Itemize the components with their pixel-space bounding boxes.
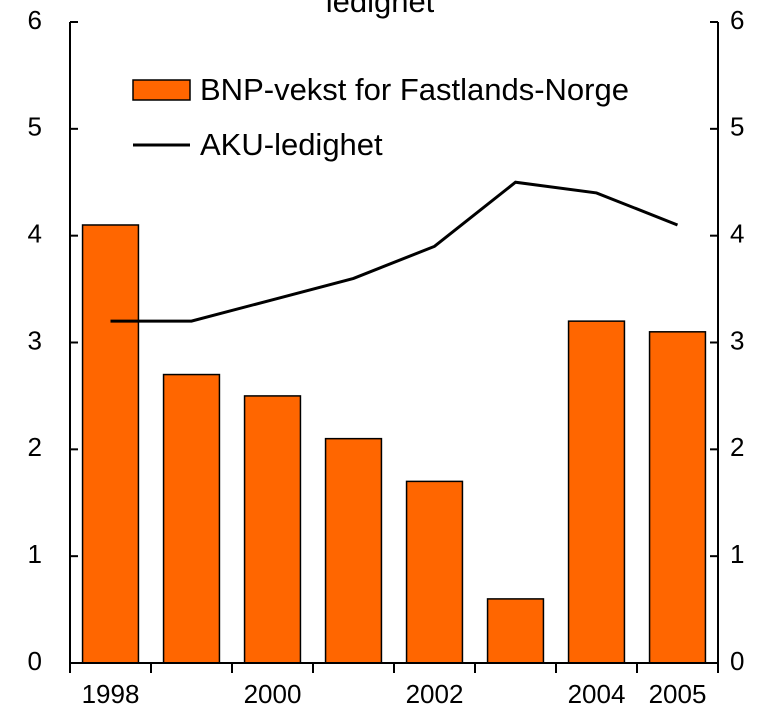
bar (324, 437, 383, 664)
bar (243, 395, 302, 664)
x-tick-label: 2000 (244, 679, 302, 709)
x-tick-label: 1998 (82, 679, 140, 709)
legend-label: AKU-ledighet (200, 127, 383, 162)
x-tick-label: 2002 (406, 679, 464, 709)
y2-tick-label: 1 (730, 539, 744, 569)
y-tick-label: 6 (28, 5, 42, 35)
bar (81, 224, 140, 664)
y-tick-label: 2 (28, 432, 42, 462)
bar (567, 320, 626, 664)
y-tick-label: 4 (28, 219, 42, 249)
y-tick-label: 5 (28, 112, 42, 142)
y2-tick-label: 4 (730, 219, 744, 249)
y2-tick-label: 6 (730, 5, 744, 35)
y-tick-label: 0 (28, 646, 42, 676)
y-tick-label: 3 (28, 325, 42, 355)
legend-label: BNP-vekst for Fastlands-Norge (200, 72, 629, 107)
bar (405, 480, 464, 664)
line (110, 180, 679, 323)
bar (648, 331, 707, 664)
y2-tick-label: 3 (730, 325, 744, 355)
x-tick-label: 2005 (649, 679, 707, 709)
y2-tick-label: 5 (730, 112, 744, 142)
legend-swatch (132, 79, 191, 101)
y2-tick-label: 0 (730, 646, 744, 676)
bar (162, 373, 221, 664)
y-tick-label: 1 (28, 539, 42, 569)
chart-title: ledighet (326, 0, 435, 19)
y2-tick-label: 2 (730, 432, 744, 462)
x-tick-label: 2004 (568, 679, 626, 709)
bar (486, 598, 545, 664)
